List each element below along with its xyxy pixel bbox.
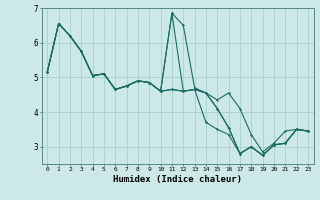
X-axis label: Humidex (Indice chaleur): Humidex (Indice chaleur): [113, 175, 242, 184]
